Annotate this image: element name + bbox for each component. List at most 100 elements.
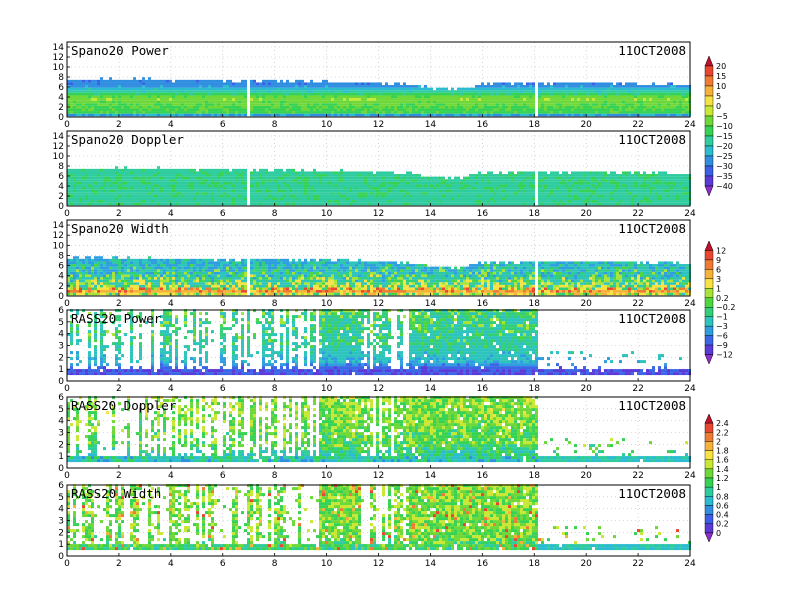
data-cell	[379, 103, 382, 106]
data-cell	[340, 108, 343, 112]
data-cell	[412, 100, 415, 104]
data-cell	[565, 105, 568, 109]
data-cell	[196, 176, 199, 180]
data-cell	[139, 197, 142, 201]
data-cell	[67, 200, 70, 203]
data-cell	[253, 90, 256, 93]
data-cell	[292, 181, 295, 185]
data-cell	[373, 98, 376, 101]
data-cell	[316, 171, 319, 175]
data-cell	[232, 100, 235, 104]
data-cell	[535, 174, 538, 177]
data-cell	[253, 103, 256, 106]
data-cell	[241, 179, 244, 182]
data-cell	[601, 108, 604, 112]
data-cell	[460, 179, 463, 182]
data-cell	[286, 179, 289, 182]
data-cell	[196, 95, 199, 99]
data-cell	[310, 103, 313, 106]
data-cell	[232, 179, 235, 182]
data-cell	[400, 192, 403, 195]
data-cell	[469, 181, 472, 185]
x-tick-label: 8	[272, 120, 278, 130]
data-cell	[277, 90, 280, 93]
data-cell	[136, 197, 139, 201]
data-cell	[250, 189, 253, 193]
data-cell	[370, 200, 373, 203]
data-cell	[91, 105, 94, 109]
data-cell	[328, 200, 331, 203]
data-cell	[178, 108, 181, 112]
data-cell	[409, 111, 412, 114]
data-cell	[616, 85, 619, 88]
data-cell	[382, 200, 385, 203]
data-cell	[631, 85, 634, 88]
data-cell	[184, 105, 187, 109]
data-cell	[397, 184, 400, 188]
data-cell	[352, 105, 355, 109]
data-cell	[160, 184, 163, 188]
data-cell	[130, 87, 133, 91]
data-cell	[571, 100, 574, 104]
data-cell	[394, 187, 397, 190]
data-cell	[145, 181, 148, 185]
data-cell	[238, 197, 241, 201]
data-cell	[94, 103, 97, 106]
data-cell	[172, 103, 175, 106]
data-cell	[559, 189, 562, 193]
data-cell	[376, 181, 379, 185]
data-cell	[544, 100, 547, 104]
data-cell	[424, 92, 427, 96]
data-cell	[622, 111, 625, 114]
data-cell	[175, 187, 178, 190]
data-cell	[235, 113, 238, 117]
data-cell	[391, 87, 394, 91]
data-cell	[148, 202, 151, 206]
data-cell	[238, 200, 241, 203]
data-cell	[235, 184, 238, 188]
data-cell	[112, 184, 115, 188]
data-cell	[256, 100, 259, 104]
data-cell	[190, 108, 193, 112]
data-cell	[238, 111, 241, 114]
data-cell	[283, 181, 286, 185]
data-cell	[211, 181, 214, 185]
data-cell	[511, 100, 514, 104]
data-cell	[205, 181, 208, 185]
data-cell	[85, 111, 88, 114]
data-cell	[427, 176, 430, 180]
data-cell	[88, 92, 91, 96]
data-cell	[82, 200, 85, 203]
data-cell	[406, 171, 409, 175]
data-cell	[328, 194, 331, 198]
data-cell	[439, 108, 442, 112]
data-cell	[184, 113, 187, 117]
data-cell	[127, 189, 130, 193]
data-cell	[517, 108, 520, 112]
data-cell	[145, 98, 148, 101]
data-cell	[274, 184, 277, 188]
data-cell	[502, 90, 505, 93]
data-cell	[370, 92, 373, 96]
data-cell	[352, 100, 355, 104]
data-cell	[334, 192, 337, 195]
data-cell	[310, 187, 313, 190]
data-cell	[382, 113, 385, 117]
data-cell	[460, 103, 463, 106]
data-cell	[256, 187, 259, 190]
data-cell	[256, 192, 259, 195]
data-cell	[184, 92, 187, 96]
data-cell	[388, 108, 391, 112]
data-cell	[541, 87, 544, 91]
data-cell	[262, 111, 265, 114]
data-cell	[265, 179, 268, 182]
data-cell	[469, 200, 472, 203]
data-cell	[616, 82, 619, 86]
data-cell	[511, 111, 514, 114]
data-cell	[361, 98, 364, 101]
data-cell	[163, 92, 166, 96]
data-cell	[70, 184, 73, 188]
data-cell	[358, 92, 361, 96]
data-cell	[385, 105, 388, 109]
data-cell	[259, 95, 262, 99]
